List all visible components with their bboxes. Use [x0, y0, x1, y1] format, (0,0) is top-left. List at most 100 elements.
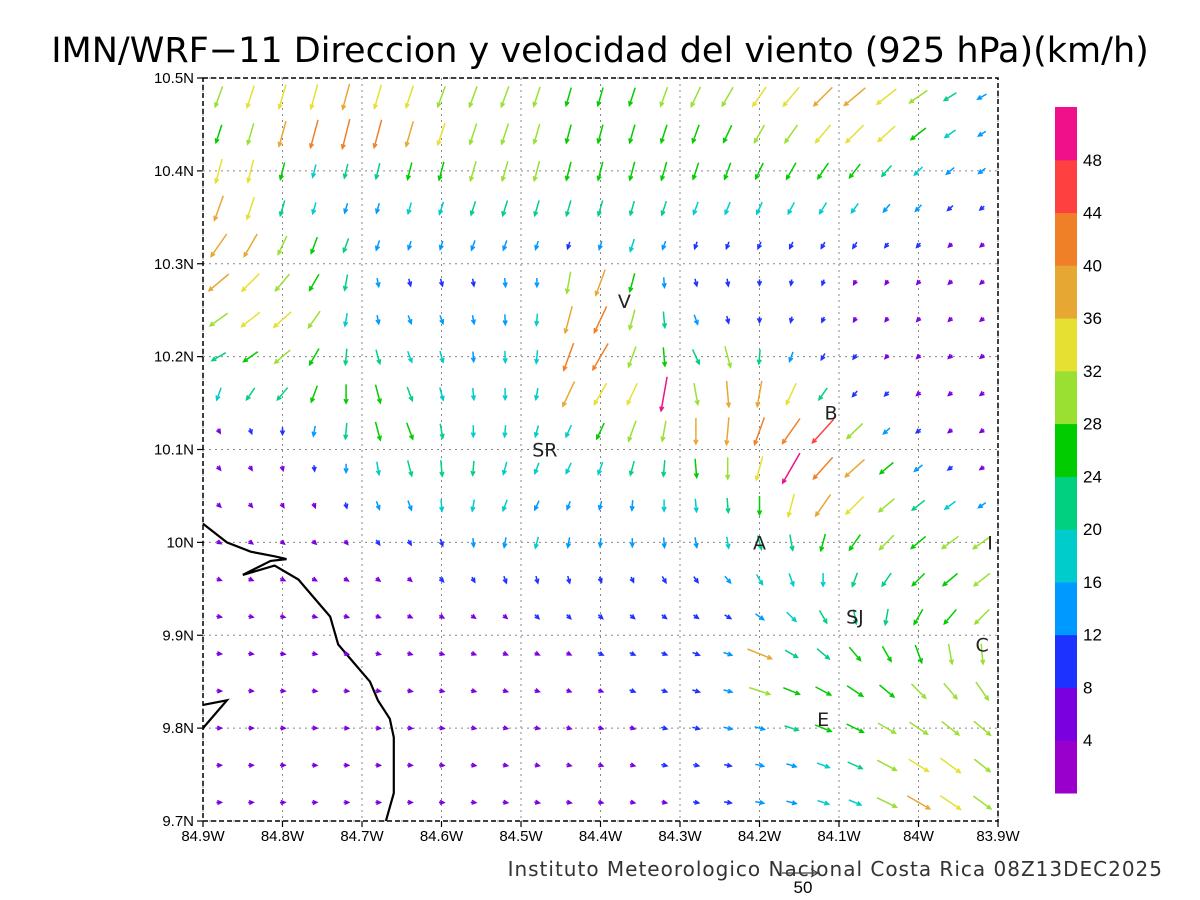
wind-arrow-head	[661, 322, 668, 330]
wind-arrow-head	[470, 470, 476, 477]
wind-arrow-head	[246, 177, 252, 184]
wind-arrow	[374, 421, 382, 442]
wind-arrow	[470, 538, 477, 549]
wind-arrow-shaft	[501, 200, 509, 216]
wind-arrow	[594, 269, 606, 297]
wind-arrow	[691, 162, 700, 181]
wind-arrow	[724, 762, 733, 768]
wind-arrow-head	[566, 688, 573, 694]
wind-arrow	[629, 500, 635, 512]
wind-arrow-shaft	[565, 124, 572, 143]
wind-arrow	[500, 86, 510, 109]
wind-arrow-shaft	[309, 119, 319, 148]
wind-arrow-shaft	[278, 121, 287, 147]
wind-arrow-head	[216, 651, 224, 657]
wind-arrow	[502, 314, 508, 327]
wind-arrow	[279, 465, 285, 473]
wind-arrow-head	[597, 469, 603, 476]
wind-arrow-head	[341, 104, 347, 111]
wind-arrow-shaft	[944, 500, 956, 510]
wind-arrow	[946, 465, 954, 471]
wind-arrow-shaft	[565, 424, 573, 438]
wind-arrow-shaft	[660, 161, 668, 181]
city-label: SJ	[846, 607, 864, 629]
wind-arrow-shaft	[241, 273, 260, 292]
wind-arrow	[786, 611, 798, 623]
wind-arrow	[915, 279, 922, 286]
wind-arrow-head	[502, 245, 508, 252]
city-label: A	[753, 532, 766, 554]
wind-arrow	[438, 240, 444, 251]
wind-arrow-head	[880, 171, 887, 178]
wind-arrow-head	[404, 102, 410, 110]
wind-arrow	[661, 576, 667, 585]
wind-arrow	[438, 538, 444, 548]
colorbar-label: 20	[1083, 520, 1102, 539]
wind-arrow-shaft	[534, 425, 540, 437]
wind-arrow-shaft	[943, 682, 958, 700]
wind-arrow-shaft	[942, 572, 958, 587]
wind-arrow-head	[884, 279, 890, 286]
x-tick-label: 84.5W	[499, 828, 543, 845]
colorbar-segment	[1055, 318, 1077, 372]
wind-arrow-head	[375, 576, 382, 583]
wind-arrow-head	[439, 762, 446, 768]
wind-arrow-head	[660, 175, 666, 182]
wind-arrow-head	[311, 431, 317, 438]
wind-arrow-head	[630, 688, 637, 694]
wind-arrow-head	[691, 137, 697, 145]
reference-vector-label: 50	[794, 878, 813, 897]
wind-arrow	[502, 799, 510, 805]
wind-arrow	[660, 200, 668, 217]
wind-arrow-head	[343, 321, 349, 328]
wind-arrow	[881, 572, 892, 588]
wind-arrow-shaft	[472, 387, 475, 400]
wind-arrow-head	[436, 102, 442, 109]
wind-arrow-shaft	[813, 86, 833, 107]
wind-arrow-head	[596, 100, 602, 108]
footer-credit: Instituto Meteorologico Nacional Costa R…	[508, 857, 1163, 881]
wind-arrow-head	[280, 799, 287, 806]
wind-arrow	[971, 535, 992, 550]
wind-arrow-shaft	[373, 119, 383, 148]
wind-arrow	[310, 385, 319, 404]
wind-arrow	[724, 417, 730, 447]
wind-arrow-shaft	[753, 124, 766, 143]
wind-arrow	[909, 127, 927, 141]
wind-arrow	[343, 725, 351, 731]
wind-arrow	[279, 576, 287, 582]
wind-arrow-head	[977, 503, 984, 509]
wind-arrow	[343, 312, 349, 328]
y-tick-label: 10.3N	[154, 256, 194, 273]
wind-arrow-head	[693, 542, 699, 549]
wind-arrow-head	[826, 690, 833, 696]
wind-arrow	[661, 614, 668, 620]
wind-arrow	[340, 118, 351, 151]
wind-arrow-head	[886, 656, 892, 663]
wind-arrow-head	[878, 545, 885, 551]
wind-arrow	[343, 651, 351, 657]
wind-arrow	[468, 123, 478, 146]
wind-arrow-head	[977, 169, 984, 175]
wind-arrow	[243, 233, 258, 258]
wind-arrow-head	[210, 356, 217, 362]
wind-arrow-head	[947, 242, 954, 249]
wind-arrow	[439, 387, 445, 402]
wind-arrow-head	[216, 539, 223, 545]
wind-arrow	[661, 460, 667, 478]
wind-arrow	[629, 538, 635, 549]
wind-arrow	[596, 87, 604, 108]
wind-arrow-head	[563, 328, 569, 335]
wind-arrow	[375, 539, 381, 547]
wind-arrow-head	[759, 762, 766, 768]
wind-arrow	[566, 762, 573, 768]
wind-arrow-shaft	[884, 608, 889, 625]
wind-arrow	[405, 422, 414, 441]
wind-arrow	[565, 200, 572, 218]
wind-arrow-shaft	[818, 387, 828, 401]
wind-arrow	[818, 387, 828, 402]
wind-arrow-head	[693, 439, 699, 446]
wind-arrow-head	[533, 431, 539, 439]
wind-arrow-shaft	[215, 387, 222, 401]
wind-arrow-shaft	[850, 202, 859, 214]
